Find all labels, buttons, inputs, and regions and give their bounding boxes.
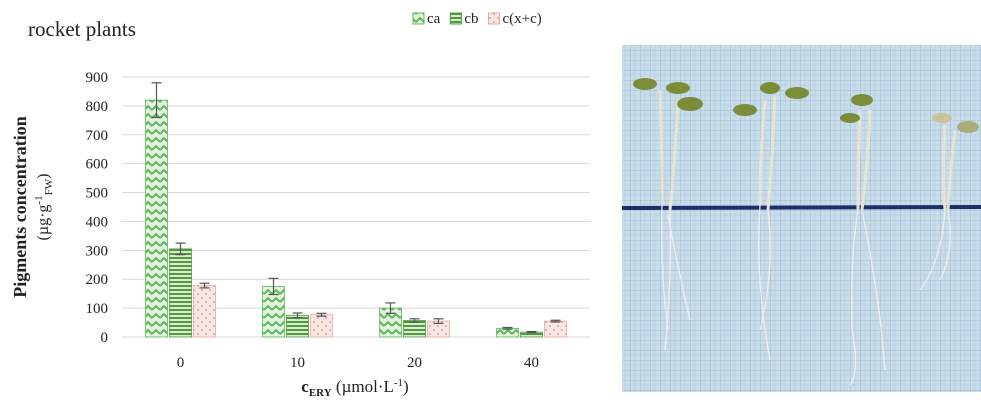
- error-bar: [409, 318, 420, 323]
- y-tick-label: 700: [86, 128, 109, 144]
- bar: [286, 314, 309, 338]
- y-tick-label: 800: [86, 99, 109, 115]
- error-bar: [199, 282, 210, 289]
- y-tick-label: 200: [86, 272, 109, 288]
- y-tick-label: 400: [86, 214, 109, 230]
- y-tick-label: 300: [86, 243, 109, 259]
- error-bar: [433, 318, 444, 325]
- y-unit-sub: FW: [43, 178, 55, 195]
- bar: [193, 285, 216, 338]
- error-bar: [550, 319, 561, 323]
- x-label-c: ): [403, 377, 409, 396]
- error-bar: [268, 277, 279, 296]
- legend-label: ca: [427, 11, 441, 27]
- bar: [544, 320, 567, 338]
- legend-swatch: [412, 12, 425, 25]
- x-axis-label: cERY (µmol·L-1): [301, 377, 408, 399]
- error-bar: [151, 82, 162, 119]
- y-tick-label: 600: [86, 157, 109, 173]
- y-unit-a: (µg·g: [35, 205, 52, 241]
- error-bar: [292, 312, 303, 319]
- legend-label: cb: [464, 11, 478, 27]
- bar: [169, 248, 192, 338]
- x-tick-label: 20: [407, 355, 422, 371]
- bar: [145, 99, 168, 338]
- y-tick-label: 100: [86, 301, 109, 317]
- legend-swatch: [449, 12, 462, 25]
- bar: [310, 314, 333, 338]
- legend-swatch: [488, 12, 500, 25]
- x-label-b: (µmol·L: [332, 377, 394, 396]
- error-bar: [385, 302, 396, 314]
- y-tick-label: 900: [86, 70, 109, 86]
- y-unit-sup: -1: [33, 195, 45, 204]
- error-bar: [316, 312, 327, 317]
- x-label-sup: -1: [394, 377, 403, 389]
- x-label-sub: ERY: [309, 387, 332, 399]
- y-unit-b: ): [35, 174, 52, 179]
- bar: [403, 320, 426, 338]
- y-label: Pigments concentration: [10, 116, 30, 297]
- error-bar: [502, 326, 513, 330]
- error-bar: [175, 242, 186, 256]
- error-bar: [526, 330, 537, 334]
- legend-label: c(x+c): [503, 11, 542, 27]
- photo: [621, 45, 981, 392]
- x-label-a: c: [301, 377, 309, 396]
- y-unit: (µg·g-1FW): [33, 174, 55, 241]
- x-tick-label: 0: [177, 355, 185, 371]
- y-tick-label: 0: [101, 330, 109, 346]
- chart-title: rocket plants: [28, 17, 136, 41]
- y-axis-label: Pigments concentration (µg·g-1FW): [10, 116, 55, 297]
- x-tick-label: 10: [290, 355, 305, 371]
- x-tick-label: 40: [524, 355, 539, 371]
- y-tick-label: 500: [86, 186, 109, 202]
